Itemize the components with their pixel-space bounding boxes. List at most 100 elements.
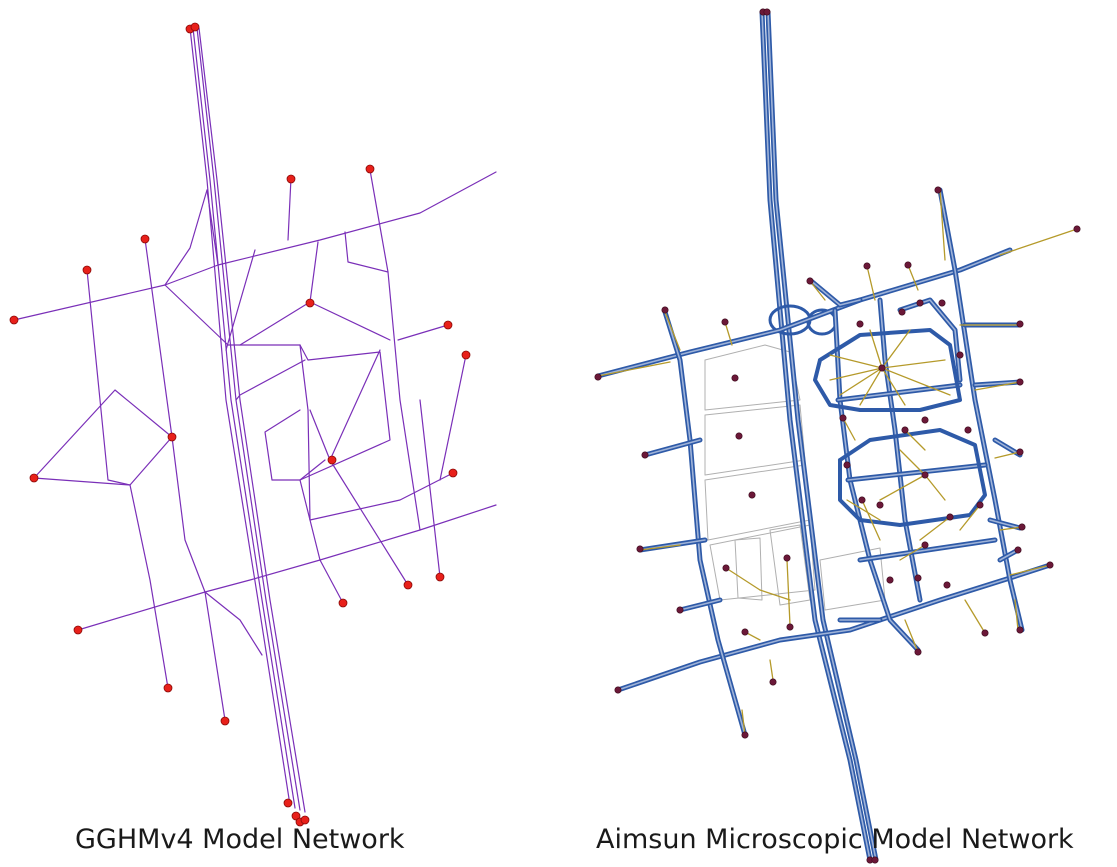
centroid-dot <box>876 501 884 509</box>
freeway-north-south-inner <box>767 11 877 861</box>
centroid-dot <box>1014 546 1022 554</box>
zone-centroid-dot <box>305 298 315 308</box>
centroid-connector <box>725 567 761 591</box>
centroid-connector <box>866 265 876 301</box>
centroid-connector <box>1009 564 1051 576</box>
zone-centroid-dot <box>286 174 296 184</box>
zone-centroid-dot <box>9 315 19 325</box>
cross-street-inner <box>859 539 996 561</box>
centroid-connector <box>881 329 911 369</box>
centroid-dot <box>1016 320 1024 328</box>
gghm-link <box>299 459 344 604</box>
centroid-dot <box>783 554 791 562</box>
centroid-dot <box>946 513 954 521</box>
gghm-link <box>309 349 381 461</box>
centroid-connector <box>907 264 919 291</box>
zone-centroid-dot <box>283 798 293 808</box>
cross-street-inner <box>899 299 961 381</box>
centroid-dot <box>741 628 749 636</box>
centroid-dot <box>1046 561 1054 569</box>
centroid-dot <box>839 414 847 422</box>
centroid-connector <box>959 504 981 531</box>
gghm-caption: GGHMv4 Model Network <box>75 824 405 855</box>
zone-centroid-dot <box>448 468 458 478</box>
centroid-dot <box>741 731 749 739</box>
gghm-link <box>192 27 296 809</box>
centroid-connector <box>839 367 883 396</box>
gghm-link <box>144 238 226 721</box>
cross-street-inner <box>837 384 961 401</box>
cross-street <box>897 297 963 383</box>
centroid-connector <box>829 354 883 369</box>
centroid-dot <box>806 277 814 285</box>
west-spur-inner <box>679 599 721 611</box>
centroid-dot <box>1016 448 1024 456</box>
centroid-connector <box>994 451 1021 459</box>
zone-centroid-dot <box>338 598 348 608</box>
northern-arterial <box>595 247 1013 379</box>
centroid-connector <box>597 361 671 377</box>
zone-centroid-dot <box>291 811 301 821</box>
zone-centroid-dot <box>140 234 150 244</box>
centroid-dot <box>898 308 906 316</box>
centroid-dot <box>721 318 729 326</box>
east-spur-inner <box>989 519 1021 529</box>
zone-centroid-dot <box>163 683 173 693</box>
centroid-connector <box>881 367 951 396</box>
centroid-dot <box>722 564 730 572</box>
gghm-link <box>189 27 291 806</box>
centroid-dot <box>1016 626 1024 634</box>
centroid-dot <box>886 576 894 584</box>
gghm-link <box>33 389 173 486</box>
parcel-block <box>709 524 816 601</box>
centroid-connector <box>846 499 881 521</box>
gghm-link <box>397 324 449 341</box>
gghm-network <box>9 22 497 827</box>
centroid-connector <box>759 589 791 601</box>
centroid-connector <box>899 544 926 561</box>
gghm-link <box>287 177 292 241</box>
centroid-connector <box>786 559 791 626</box>
parcel-block <box>734 537 763 601</box>
aimsun-caption: Aimsun Microscopic Model Network <box>596 824 1074 855</box>
east-arterial-inner <box>939 189 1023 631</box>
centroid-dot <box>943 581 951 589</box>
west-spur-inner <box>644 439 701 456</box>
centroid-dot <box>1016 378 1024 386</box>
centroid-connector <box>899 449 926 476</box>
centroid-dot <box>1018 523 1026 531</box>
gghm-link <box>344 231 389 273</box>
gghm-link <box>225 249 256 351</box>
centroid-connector <box>879 474 926 501</box>
subdivision-loop <box>813 328 962 412</box>
centroid-dot <box>636 545 644 553</box>
centroid-connector <box>924 474 946 501</box>
gghm-link <box>369 169 421 531</box>
centroid-connector <box>724 321 733 346</box>
zone-centroid-dot <box>190 22 200 32</box>
centroid-dot <box>878 364 886 372</box>
centroid-dot <box>938 299 946 307</box>
aimsun-network <box>594 8 1081 864</box>
centroid-connector <box>919 516 951 541</box>
centroid-connector <box>999 228 1078 256</box>
centroid-dot <box>934 186 942 194</box>
centroid-connector <box>809 280 826 301</box>
centroid-dot <box>921 416 929 424</box>
centroid-connector <box>1014 599 1019 631</box>
centroid-dot <box>735 432 743 440</box>
centroid-dot <box>858 496 866 504</box>
centroid-dot <box>843 461 851 469</box>
centroid-dot <box>921 471 929 479</box>
gghm-link <box>309 301 391 341</box>
gghm-link <box>206 189 219 266</box>
gghm-link <box>299 344 391 481</box>
gghm-link <box>299 344 311 521</box>
centroid-dot <box>921 541 929 549</box>
west-local-road-inner <box>664 311 746 736</box>
gghm-link <box>164 284 229 346</box>
zone-centroid-dot <box>327 455 337 465</box>
gghm-link <box>77 504 497 631</box>
centroid-connector <box>964 599 986 634</box>
